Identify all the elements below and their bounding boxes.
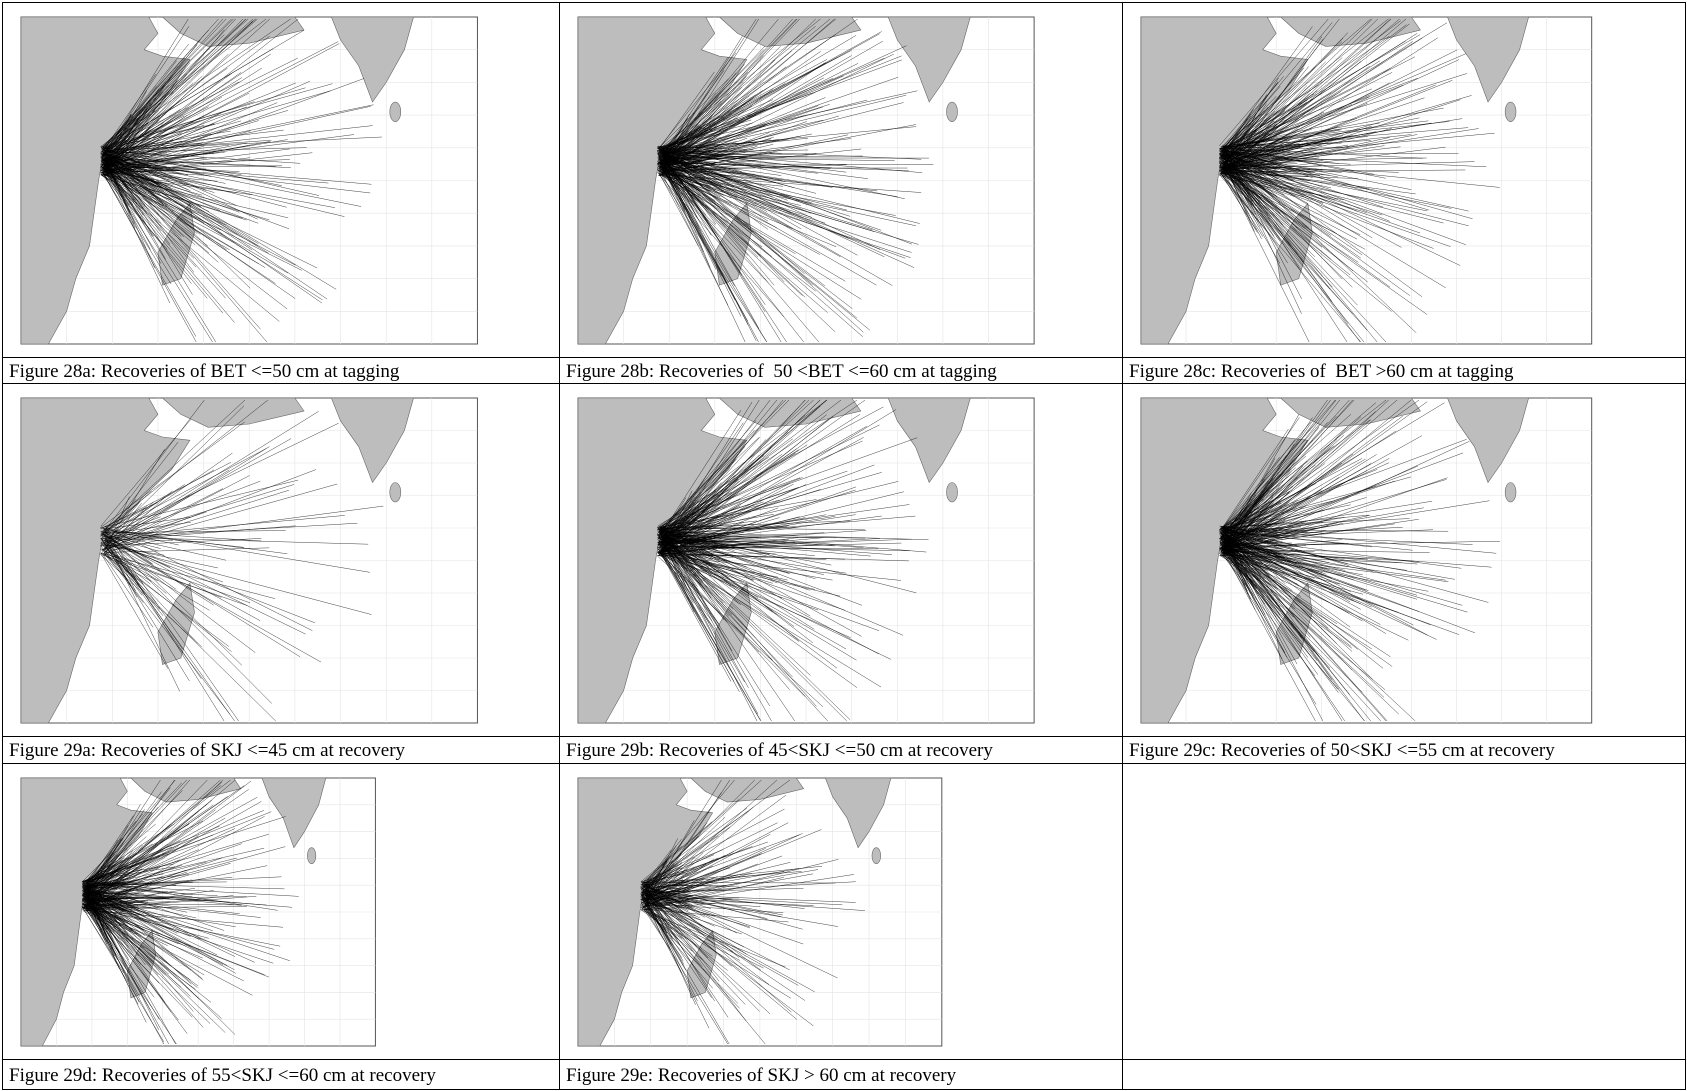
caption: Figure 28c: Recoveries of BET >60 cm at … — [1123, 358, 1686, 384]
map-figure — [1123, 384, 1686, 737]
caption: Figure 29c: Recoveries of 50<SKJ <=55 cm… — [1123, 737, 1686, 764]
map-figure — [3, 764, 560, 1060]
figure-cell — [560, 764, 1123, 1060]
map-figure — [560, 3, 1123, 358]
caption: Figure 29d: Recoveries of 55<SKJ <=60 cm… — [3, 1060, 560, 1090]
figure-cell — [3, 3, 560, 358]
figure-cell — [3, 384, 560, 737]
land — [307, 848, 316, 864]
land — [1505, 102, 1516, 122]
land — [947, 102, 958, 122]
land — [390, 483, 401, 503]
map-figure — [560, 764, 1123, 1060]
figure-table: Figure 28a: Recoveries of BET <=50 cm at… — [2, 2, 1686, 1090]
page: {"table": {"rows": [ ["Figure 28a: Recov… — [0, 2, 1687, 1091]
empty-cell — [1123, 1060, 1686, 1090]
caption: Figure 29b: Recoveries of 45<SKJ <=50 cm… — [560, 737, 1123, 764]
map-figure — [3, 384, 560, 737]
caption: Figure 28b: Recoveries of 50 <BET <=60 c… — [560, 358, 1123, 384]
land — [872, 848, 881, 864]
caption: Figure 29e: Recoveries of SKJ > 60 cm at… — [560, 1060, 1123, 1090]
map-figure — [3, 3, 560, 358]
empty-cell — [1123, 764, 1686, 1060]
figure-cell — [1123, 3, 1686, 358]
map-figure — [560, 384, 1123, 737]
caption: Figure 28a: Recoveries of BET <=50 cm at… — [3, 358, 560, 384]
land — [1505, 483, 1516, 503]
land — [947, 483, 958, 503]
figure-cell — [560, 384, 1123, 737]
figure-cell — [3, 764, 560, 1060]
figure-cell — [1123, 384, 1686, 737]
map-figure — [1123, 3, 1686, 358]
land — [390, 102, 401, 122]
figure-cell — [560, 3, 1123, 358]
caption: Figure 29a: Recoveries of SKJ <=45 cm at… — [3, 737, 560, 764]
